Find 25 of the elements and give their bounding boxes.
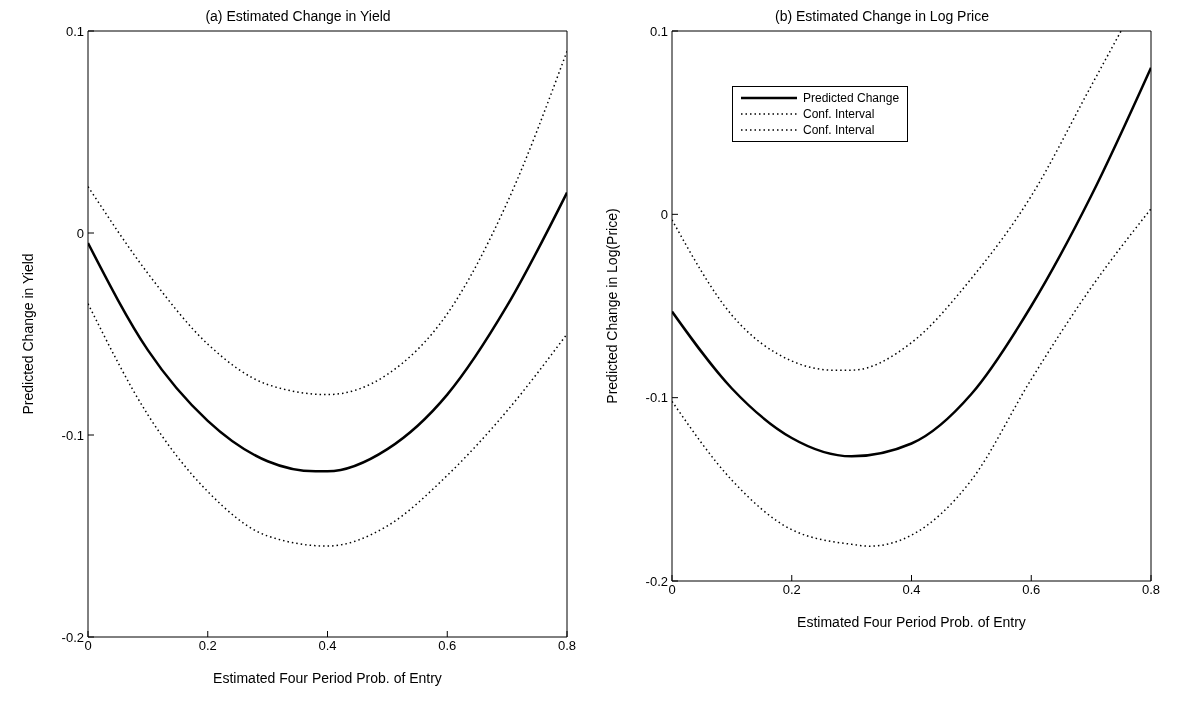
- x-tick-label: 0.2: [198, 638, 217, 654]
- y-tick-label: 0: [76, 225, 84, 241]
- chart-title: (b) Estimated Change in Log Price: [775, 8, 989, 24]
- legend-label: Conf. Interval: [803, 106, 875, 122]
- x-axis-title: Estimated Four Period Prob. of Entry: [213, 670, 442, 686]
- x-tick-label: 0.4: [902, 582, 921, 598]
- y-axis-title: Predicted Change in Yield: [19, 253, 36, 415]
- legend-label: Predicted Change: [803, 90, 900, 106]
- y-tick-label: -0.1: [645, 390, 668, 406]
- y-tick-label: -0.2: [645, 573, 668, 589]
- y-tick-label: -0.2: [61, 629, 84, 645]
- y-tick-label: 0: [660, 206, 668, 222]
- x-axis-title: Estimated Four Period Prob. of Entry: [797, 614, 1026, 630]
- y-tick-label: -0.1: [61, 427, 84, 443]
- x-tick-label: 0.8: [1141, 582, 1161, 598]
- y-tick-label: 0.1: [649, 23, 668, 39]
- y-axis-title: Predicted Change in Log(Price): [603, 208, 620, 404]
- chart-title: (a) Estimated Change in Yield: [205, 8, 391, 24]
- y-tick-label: 0.1: [65, 23, 84, 39]
- legend-label: Conf. Interval: [803, 122, 875, 138]
- x-tick-label: 0.6: [438, 638, 457, 654]
- x-tick-label: 0.2: [782, 582, 801, 598]
- x-tick-label: 0.8: [557, 638, 577, 654]
- x-tick-label: 0.4: [318, 638, 337, 654]
- x-tick-label: 0.6: [1022, 582, 1041, 598]
